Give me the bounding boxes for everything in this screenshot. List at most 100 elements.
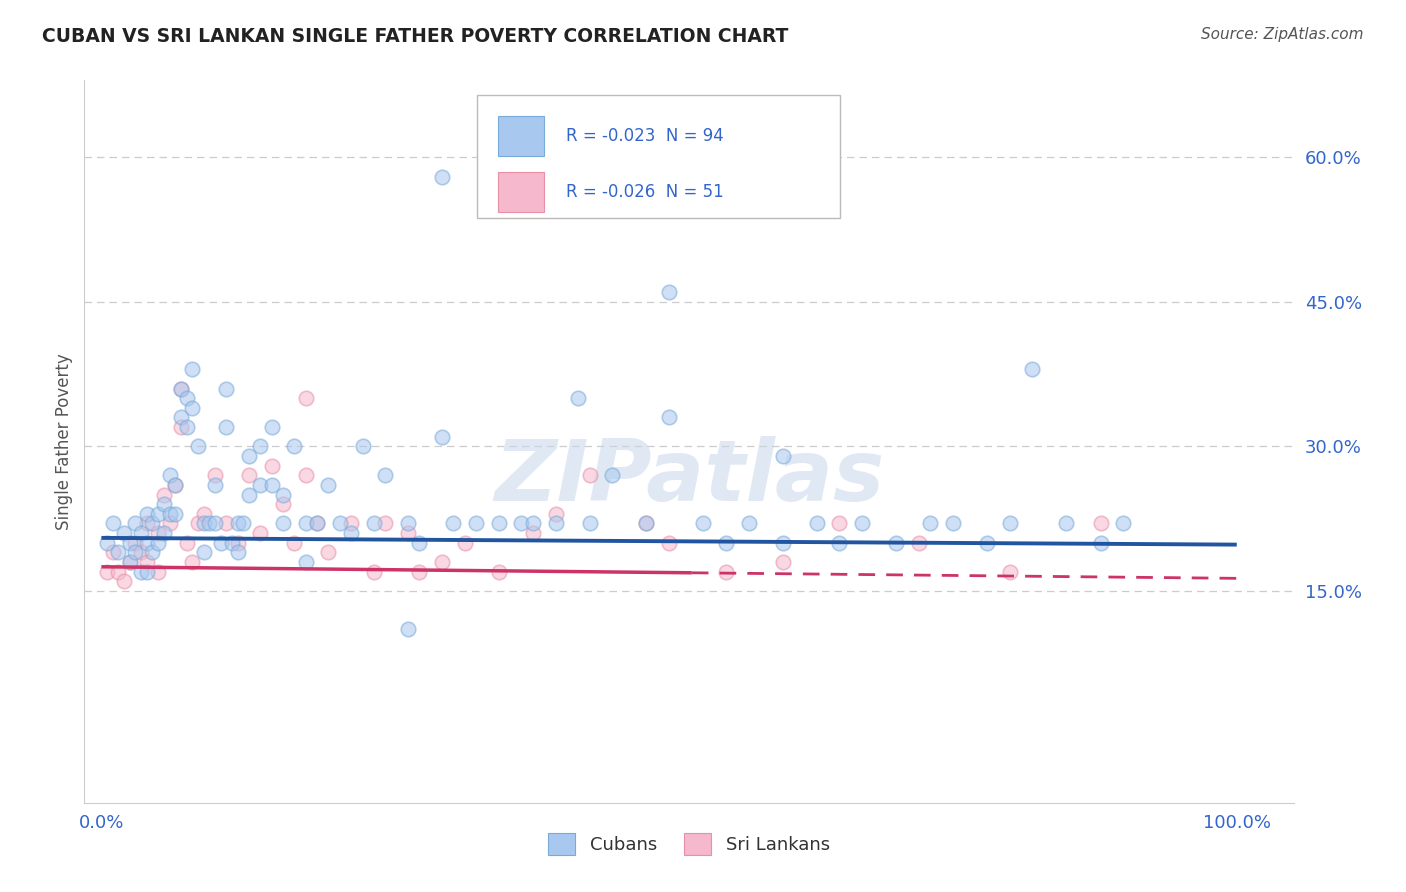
Point bbox=[307, 516, 329, 531]
Point bbox=[488, 565, 510, 579]
Point bbox=[226, 535, 249, 549]
Point bbox=[135, 555, 157, 569]
Point bbox=[294, 468, 316, 483]
Point bbox=[340, 516, 363, 531]
Point bbox=[260, 420, 283, 434]
Point bbox=[135, 516, 157, 531]
Point bbox=[908, 535, 931, 549]
Point bbox=[998, 565, 1021, 579]
Point bbox=[430, 169, 453, 184]
Point bbox=[578, 468, 600, 483]
Point bbox=[714, 535, 737, 549]
Point bbox=[165, 478, 187, 492]
Point bbox=[176, 420, 198, 434]
Point bbox=[232, 516, 254, 531]
Point bbox=[430, 430, 453, 444]
Point bbox=[159, 468, 181, 483]
Y-axis label: Single Father Poverty: Single Father Poverty bbox=[55, 353, 73, 530]
Point bbox=[772, 555, 794, 569]
Point bbox=[215, 516, 238, 531]
Point bbox=[998, 516, 1021, 531]
Point bbox=[567, 391, 589, 405]
Point bbox=[170, 382, 193, 396]
Text: R = -0.026  N = 51: R = -0.026 N = 51 bbox=[565, 183, 723, 201]
Point bbox=[396, 516, 419, 531]
Point bbox=[181, 401, 204, 415]
Point bbox=[249, 478, 271, 492]
Point bbox=[204, 468, 226, 483]
FancyBboxPatch shape bbox=[498, 117, 544, 156]
Point bbox=[181, 555, 204, 569]
Point bbox=[271, 487, 294, 501]
Text: ZIPatlas: ZIPatlas bbox=[494, 436, 884, 519]
Point bbox=[544, 507, 567, 521]
Point bbox=[465, 516, 488, 531]
Point bbox=[198, 516, 221, 531]
Point bbox=[141, 545, 163, 559]
Point bbox=[1021, 362, 1043, 376]
Point bbox=[181, 362, 204, 376]
Point bbox=[96, 565, 118, 579]
Point bbox=[1090, 516, 1112, 531]
Point bbox=[204, 478, 226, 492]
Point bbox=[396, 526, 419, 541]
Point bbox=[238, 468, 260, 483]
Point bbox=[636, 516, 658, 531]
Point bbox=[176, 391, 198, 405]
Point bbox=[408, 535, 430, 549]
Point bbox=[107, 565, 129, 579]
Point bbox=[124, 535, 146, 549]
Point bbox=[884, 535, 907, 549]
Point bbox=[544, 516, 567, 531]
Point bbox=[193, 545, 215, 559]
Point bbox=[118, 535, 141, 549]
Point bbox=[112, 526, 135, 541]
Legend: Cubans, Sri Lankans: Cubans, Sri Lankans bbox=[541, 826, 837, 863]
Point bbox=[118, 555, 141, 569]
Point bbox=[187, 439, 209, 453]
Point bbox=[636, 516, 658, 531]
Point bbox=[124, 516, 146, 531]
Point bbox=[374, 516, 396, 531]
Point bbox=[307, 516, 329, 531]
Point bbox=[159, 507, 181, 521]
Point bbox=[112, 574, 135, 589]
Point bbox=[454, 535, 477, 549]
Point bbox=[101, 516, 124, 531]
Point bbox=[271, 516, 294, 531]
Point bbox=[96, 535, 118, 549]
Point bbox=[170, 382, 193, 396]
Point bbox=[176, 535, 198, 549]
Point bbox=[408, 565, 430, 579]
Point bbox=[828, 516, 851, 531]
Point bbox=[141, 516, 163, 531]
Point bbox=[260, 478, 283, 492]
Point bbox=[283, 535, 305, 549]
Point bbox=[714, 565, 737, 579]
Point bbox=[510, 516, 533, 531]
Point bbox=[159, 516, 181, 531]
Point bbox=[129, 526, 152, 541]
Point bbox=[209, 535, 232, 549]
Point bbox=[363, 565, 385, 579]
Point bbox=[578, 516, 600, 531]
Point bbox=[976, 535, 998, 549]
Point bbox=[396, 623, 419, 637]
Point bbox=[238, 449, 260, 463]
Point bbox=[135, 507, 157, 521]
Point bbox=[215, 382, 238, 396]
Point bbox=[294, 555, 316, 569]
Point bbox=[441, 516, 464, 531]
Point bbox=[737, 516, 759, 531]
Point bbox=[170, 410, 193, 425]
Point bbox=[153, 526, 176, 541]
Point bbox=[658, 535, 681, 549]
Point bbox=[193, 516, 215, 531]
Point bbox=[260, 458, 283, 473]
Point bbox=[271, 497, 294, 511]
Point bbox=[920, 516, 942, 531]
Point bbox=[352, 439, 374, 453]
Point bbox=[129, 565, 152, 579]
Point bbox=[294, 391, 316, 405]
Point bbox=[772, 535, 794, 549]
